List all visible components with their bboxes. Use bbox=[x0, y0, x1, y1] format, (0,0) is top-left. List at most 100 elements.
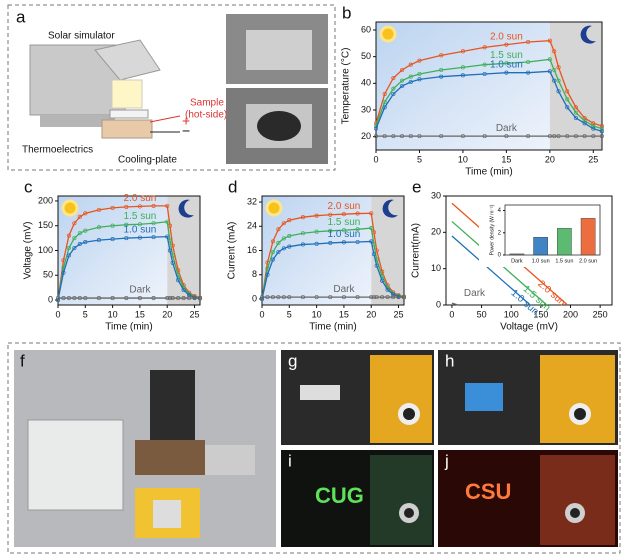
x-tick-label: 2.0 sun bbox=[579, 258, 597, 264]
data-point bbox=[151, 203, 156, 208]
data-point bbox=[314, 213, 319, 218]
data-point bbox=[374, 295, 379, 300]
y-tick-label: 32 bbox=[247, 196, 257, 206]
data-point bbox=[124, 236, 129, 241]
data-point bbox=[270, 295, 275, 300]
data-point bbox=[72, 236, 77, 241]
series-label: 1.0 sun bbox=[124, 224, 157, 235]
data-point bbox=[165, 203, 170, 208]
x-tick-label: Dark bbox=[511, 258, 523, 264]
data-point bbox=[281, 221, 286, 226]
series-line bbox=[451, 302, 459, 306]
data-point bbox=[526, 39, 531, 45]
data-point bbox=[371, 295, 377, 300]
sun-icon bbox=[265, 199, 283, 217]
data-point bbox=[110, 223, 115, 228]
series-line bbox=[451, 235, 531, 306]
data-point bbox=[565, 97, 570, 102]
data-point bbox=[599, 134, 605, 139]
data-point bbox=[328, 228, 333, 233]
data-point bbox=[66, 296, 71, 301]
series-line bbox=[375, 70, 603, 132]
data-point bbox=[270, 239, 275, 244]
data-point bbox=[314, 241, 319, 246]
data-point bbox=[96, 238, 102, 243]
data-point bbox=[382, 105, 387, 110]
data-point bbox=[300, 295, 306, 300]
light-region bbox=[58, 196, 168, 305]
data-point bbox=[259, 295, 265, 300]
data-point bbox=[547, 134, 552, 139]
data-point bbox=[187, 296, 192, 301]
data-point bbox=[314, 295, 319, 300]
data-point bbox=[181, 296, 186, 301]
data-point bbox=[504, 134, 509, 139]
data-point bbox=[167, 248, 173, 253]
series-label: 1.0 sun bbox=[328, 229, 361, 240]
data-point bbox=[439, 53, 444, 58]
y-tick-label: 0 bbox=[498, 253, 502, 259]
panel-letter: e bbox=[412, 177, 421, 196]
label-thermoelectrics: Thermoelectrics bbox=[22, 145, 93, 156]
y-tick-label: 2 bbox=[498, 230, 502, 236]
data-point bbox=[391, 134, 396, 139]
data-point bbox=[328, 240, 333, 245]
dark-region bbox=[549, 22, 602, 150]
data-point bbox=[176, 296, 181, 301]
data-point bbox=[276, 295, 281, 300]
series-label: 2.0 sun bbox=[124, 193, 157, 204]
y-axis-label: Voltage (mV) bbox=[23, 222, 34, 280]
data-point bbox=[369, 239, 374, 244]
data-point bbox=[287, 244, 292, 249]
x-tick-label: 5 bbox=[83, 309, 88, 319]
led-text: CUG bbox=[315, 483, 364, 508]
series-label: 1.5 sun bbox=[328, 217, 361, 228]
data-point bbox=[151, 296, 156, 301]
panel-letter: h bbox=[445, 351, 454, 370]
data-point bbox=[66, 253, 71, 258]
y-tick-label: 200 bbox=[38, 195, 53, 205]
panel-letter: i bbox=[288, 451, 292, 470]
data-point bbox=[382, 134, 387, 139]
data-point bbox=[124, 222, 129, 227]
y-tick-label: 60 bbox=[361, 24, 371, 34]
data-point bbox=[385, 295, 390, 300]
y-tick-label: 0 bbox=[48, 294, 53, 304]
data-point bbox=[355, 239, 360, 245]
data-point bbox=[96, 296, 102, 301]
data-point bbox=[300, 231, 306, 236]
y-tick-label: 20 bbox=[431, 227, 441, 237]
data-point bbox=[591, 134, 596, 139]
data-point bbox=[573, 105, 578, 110]
data-point bbox=[482, 71, 487, 77]
x-tick-label: 0 bbox=[449, 309, 454, 319]
data-point bbox=[582, 121, 587, 126]
data-point bbox=[391, 75, 396, 81]
series-line bbox=[375, 39, 603, 127]
panel-letter: f bbox=[20, 351, 25, 370]
data-point bbox=[599, 123, 605, 129]
data-point bbox=[556, 134, 561, 139]
y-tick-label: 150 bbox=[38, 220, 53, 230]
y-tick-label: 24 bbox=[247, 221, 257, 231]
sun-icon bbox=[379, 25, 397, 43]
data-point bbox=[391, 295, 396, 300]
data-point bbox=[265, 295, 270, 300]
y-axis-label: Temperature (°C) bbox=[341, 48, 352, 125]
bar bbox=[557, 228, 572, 256]
data-point bbox=[110, 237, 115, 242]
data-point bbox=[192, 296, 197, 301]
data-point bbox=[417, 71, 422, 77]
data-point bbox=[482, 62, 487, 67]
data-point bbox=[341, 295, 346, 300]
data-point bbox=[369, 295, 374, 300]
data-point bbox=[504, 61, 509, 66]
data-point bbox=[401, 295, 407, 300]
label-plus: + bbox=[182, 113, 190, 129]
data-point bbox=[417, 134, 422, 139]
panel-letter: a bbox=[16, 7, 26, 26]
data-point bbox=[391, 86, 396, 91]
x-tick-label: 20 bbox=[366, 309, 376, 319]
data-point bbox=[83, 211, 88, 216]
y-tick-label: 0 bbox=[436, 299, 441, 309]
